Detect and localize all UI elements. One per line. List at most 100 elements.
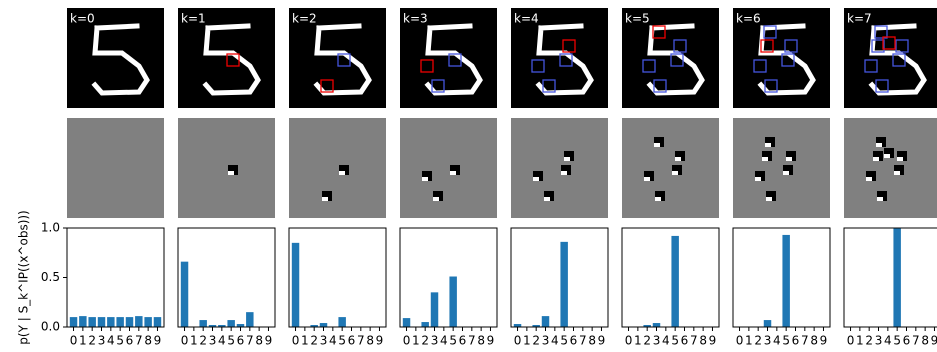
x-tick-label: 0 xyxy=(403,334,411,348)
x-tick-label: 9 xyxy=(376,334,384,348)
axes-frame xyxy=(400,228,497,327)
x-tick-label: 9 xyxy=(154,334,162,348)
bar xyxy=(893,228,900,327)
x-tick-label: 6 xyxy=(237,334,245,348)
panel-label: k=6 xyxy=(736,12,761,26)
mask-pixel xyxy=(866,177,872,181)
bar xyxy=(227,320,234,327)
x-tick-label: 9 xyxy=(487,334,495,348)
x-tick-label: 5 xyxy=(560,334,568,348)
x-tick-label: 3 xyxy=(764,334,772,348)
x-tick-label: 3 xyxy=(542,334,550,348)
x-tick-label: 3 xyxy=(320,334,328,348)
mask-pixel xyxy=(762,157,768,161)
mask-pixel xyxy=(654,143,660,147)
bar xyxy=(135,316,142,327)
bar xyxy=(292,243,299,327)
x-tick-label: 9 xyxy=(820,334,828,348)
x-tick-label: 4 xyxy=(551,334,559,348)
bar xyxy=(421,322,428,327)
bar xyxy=(431,292,438,327)
x-tick-label: 5 xyxy=(449,334,457,348)
x-tick-label: 5 xyxy=(671,334,679,348)
panel-label: k=2 xyxy=(292,12,317,26)
bar xyxy=(560,242,567,327)
bar xyxy=(181,262,188,327)
x-tick-label: 8 xyxy=(144,334,152,348)
panel-label: k=1 xyxy=(181,12,206,26)
y-axis-label: p(Y | S_k^IP((x^obs))) xyxy=(17,210,31,344)
image-panel: k=1 xyxy=(178,8,275,108)
x-tick-label: 7 xyxy=(690,334,698,348)
bar xyxy=(653,323,660,327)
x-tick-label: 8 xyxy=(588,334,596,348)
mask-pixel xyxy=(564,157,570,161)
x-tick-label: 5 xyxy=(338,334,346,348)
x-tick-label: 3 xyxy=(98,334,106,348)
x-tick-label: 0 xyxy=(514,334,522,348)
x-tick-label: 3 xyxy=(653,334,661,348)
mask-panel xyxy=(289,118,386,218)
figure: k=00.00.51.0p(Y | S_k^IP((x^obs)))012345… xyxy=(0,0,937,352)
mask-panel xyxy=(178,118,275,218)
x-tick-label: 2 xyxy=(310,334,318,348)
x-tick-label: 1 xyxy=(412,334,420,348)
bar xyxy=(79,316,86,327)
mask-pixel xyxy=(561,171,567,175)
mask-pixel xyxy=(544,197,550,201)
x-tick-label: 1 xyxy=(856,334,864,348)
bar xyxy=(98,317,105,327)
axes-frame xyxy=(67,228,164,327)
x-tick-label: 6 xyxy=(903,334,911,348)
y-tick-label: 0.0 xyxy=(41,320,60,334)
bar xyxy=(107,317,114,327)
x-tick-label: 9 xyxy=(598,334,606,348)
bar xyxy=(116,317,123,327)
mask-pixel xyxy=(655,197,661,201)
x-tick-label: 2 xyxy=(421,334,429,348)
x-tick-label: 2 xyxy=(88,334,96,348)
x-tick-label: 7 xyxy=(135,334,143,348)
x-tick-label: 0 xyxy=(847,334,855,348)
x-tick-label: 7 xyxy=(801,334,809,348)
mask-pixel xyxy=(228,171,234,175)
image-panel: k=0 xyxy=(67,8,164,108)
x-tick-label: 4 xyxy=(884,334,892,348)
axes-frame xyxy=(733,228,830,327)
bar xyxy=(782,235,789,327)
x-tick-label: 4 xyxy=(218,334,226,348)
x-tick-label: 2 xyxy=(865,334,873,348)
x-tick-label: 2 xyxy=(199,334,207,348)
image-panel: k=7 xyxy=(844,8,937,108)
x-tick-label: 4 xyxy=(662,334,670,348)
bar xyxy=(320,323,327,327)
bar xyxy=(70,317,77,327)
x-tick-label: 3 xyxy=(431,334,439,348)
x-tick-label: 1 xyxy=(79,334,87,348)
mask-pixel xyxy=(786,157,792,161)
x-tick-label: 4 xyxy=(329,334,337,348)
x-tick-label: 6 xyxy=(459,334,467,348)
mask-pixel xyxy=(433,197,439,201)
x-tick-label: 0 xyxy=(292,334,300,348)
bar xyxy=(542,316,549,327)
x-tick-label: 6 xyxy=(126,334,134,348)
x-tick-label: 1 xyxy=(523,334,531,348)
x-tick-label: 5 xyxy=(227,334,235,348)
x-tick-label: 4 xyxy=(107,334,115,348)
x-tick-label: 5 xyxy=(782,334,790,348)
mask-pixel xyxy=(450,171,456,175)
bar xyxy=(449,277,456,327)
mask-pixel xyxy=(672,171,678,175)
x-tick-label: 3 xyxy=(209,334,217,348)
axes-frame xyxy=(178,228,275,327)
mask-pixel xyxy=(644,177,650,181)
x-tick-label: 9 xyxy=(931,334,937,348)
image-panel: k=5 xyxy=(622,8,719,108)
x-tick-label: 0 xyxy=(70,334,78,348)
mask-panel xyxy=(844,118,937,218)
bar xyxy=(199,320,206,327)
mask-panel xyxy=(400,118,497,218)
x-tick-label: 6 xyxy=(348,334,356,348)
mask-pixel xyxy=(755,177,761,181)
